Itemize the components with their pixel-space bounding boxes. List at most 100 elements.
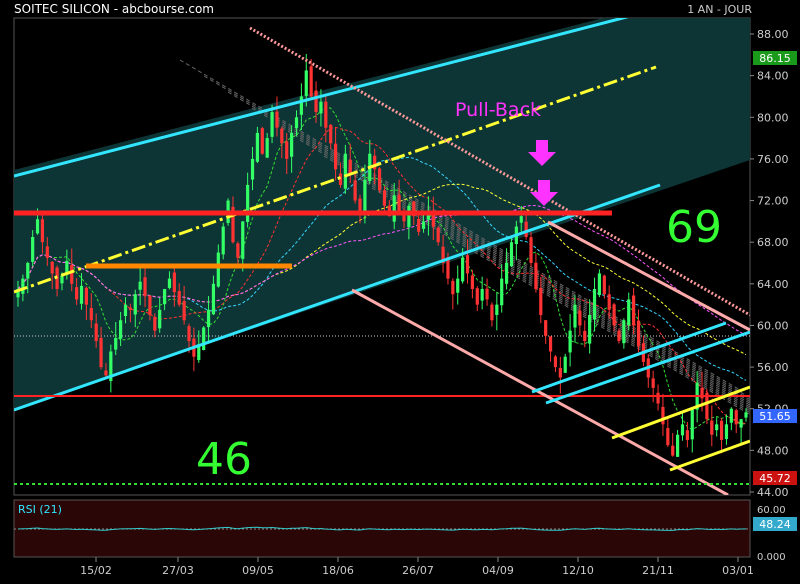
candle-body	[167, 278, 172, 288]
candle-body	[651, 378, 655, 388]
candle-body	[705, 392, 709, 420]
candle-body	[187, 326, 191, 342]
candle-body	[109, 351, 113, 382]
price-tick-label: 80.00	[757, 111, 789, 124]
candle-body	[353, 180, 357, 201]
candle-body	[421, 221, 426, 229]
candle-body	[529, 237, 533, 263]
candle-body	[250, 158, 255, 180]
candle-body	[700, 387, 704, 399]
candle-body	[119, 320, 123, 339]
candle-body	[299, 96, 303, 115]
candle-body	[392, 195, 396, 222]
candle-body	[280, 128, 284, 144]
candle-body	[729, 408, 733, 423]
candle-body	[314, 90, 318, 113]
candle-body	[358, 198, 362, 211]
candle-body	[373, 155, 377, 170]
date-tick-label: 04/09	[482, 564, 514, 577]
candle-body	[475, 288, 479, 305]
candle-body	[114, 337, 118, 350]
candle-body	[348, 159, 352, 175]
candle-body	[675, 434, 680, 457]
period-label: 1 AN - JOUR	[687, 3, 752, 16]
candle-body	[104, 370, 108, 376]
candle-body	[446, 257, 450, 279]
candle-body	[70, 265, 74, 284]
candle-body	[363, 179, 367, 214]
candle-body	[456, 278, 460, 293]
channel-lower-line	[14, 183, 661, 412]
price-tick-label: 44.00	[757, 486, 789, 499]
candle-body	[343, 153, 347, 189]
candle-body	[319, 101, 323, 114]
price-tick-label: 56.00	[757, 361, 789, 374]
candle-body	[744, 412, 748, 418]
candle-body	[246, 184, 250, 222]
candle-body	[290, 132, 294, 157]
date-tick-label: 15/02	[80, 564, 112, 577]
wedge-upper-line	[611, 385, 750, 440]
candle-body	[715, 424, 719, 431]
candle-body	[490, 304, 494, 321]
plot-content	[14, 18, 750, 495]
candle-body	[666, 428, 670, 446]
candle-body	[206, 309, 211, 328]
price-tick-label: 84.00	[757, 70, 789, 83]
candle-body	[485, 288, 489, 300]
candle-body	[304, 70, 308, 96]
candle-body	[407, 205, 411, 228]
candle-body	[294, 117, 299, 129]
candle-body	[79, 285, 84, 304]
candle-body	[40, 219, 45, 243]
candle-body	[143, 277, 147, 297]
candle-body	[719, 420, 724, 440]
short-channel-upper	[531, 321, 727, 394]
candle-body	[21, 278, 25, 294]
candle-body	[148, 295, 152, 316]
candle-body	[461, 257, 465, 282]
candle-body	[153, 316, 157, 331]
price-tick-label: 76.00	[757, 153, 789, 166]
pullback-label: Pull-Back	[455, 99, 541, 121]
candle-body	[632, 295, 636, 326]
candle-body	[417, 218, 421, 232]
candle-body	[558, 367, 562, 378]
candle-body	[94, 323, 98, 342]
date-tick-label: 12/10	[562, 564, 594, 577]
candle-body	[50, 261, 54, 274]
candle-body	[377, 168, 382, 191]
candle-body	[597, 273, 602, 296]
candle-body	[16, 289, 20, 298]
candle-body	[436, 227, 440, 243]
candle-body	[138, 281, 142, 290]
down-channel-upper	[547, 220, 750, 332]
candle-body	[324, 101, 328, 128]
candle-body	[739, 419, 743, 428]
date-tick-label: 21/11	[642, 564, 674, 577]
candle-body	[431, 212, 435, 227]
candle-body	[563, 356, 567, 373]
price-tick-label: 88.00	[757, 28, 789, 41]
fan-line	[227, 91, 750, 401]
candle-body	[202, 327, 206, 350]
candle-body	[172, 272, 176, 293]
candle-body	[31, 236, 35, 262]
price-axis: 88.00 84.00 80.00 76.00 72.00 68.00 64.00 60.00…	[750, 28, 789, 499]
wedge-lower-line	[669, 439, 750, 472]
rsi-tick-0: 0.000	[757, 552, 786, 563]
candle-body	[216, 252, 220, 287]
candle-body	[710, 420, 714, 435]
candle-body	[35, 219, 40, 234]
fan-line	[203, 75, 750, 399]
candle-body	[99, 337, 103, 368]
channel-mid-line	[14, 65, 657, 294]
candle-body	[75, 287, 79, 300]
last-price-badge	[753, 409, 797, 423]
header-bar	[0, 0, 800, 18]
candle-body	[480, 289, 484, 301]
candle-body	[177, 291, 181, 305]
candle-body	[275, 111, 279, 128]
candle-body	[221, 226, 225, 255]
